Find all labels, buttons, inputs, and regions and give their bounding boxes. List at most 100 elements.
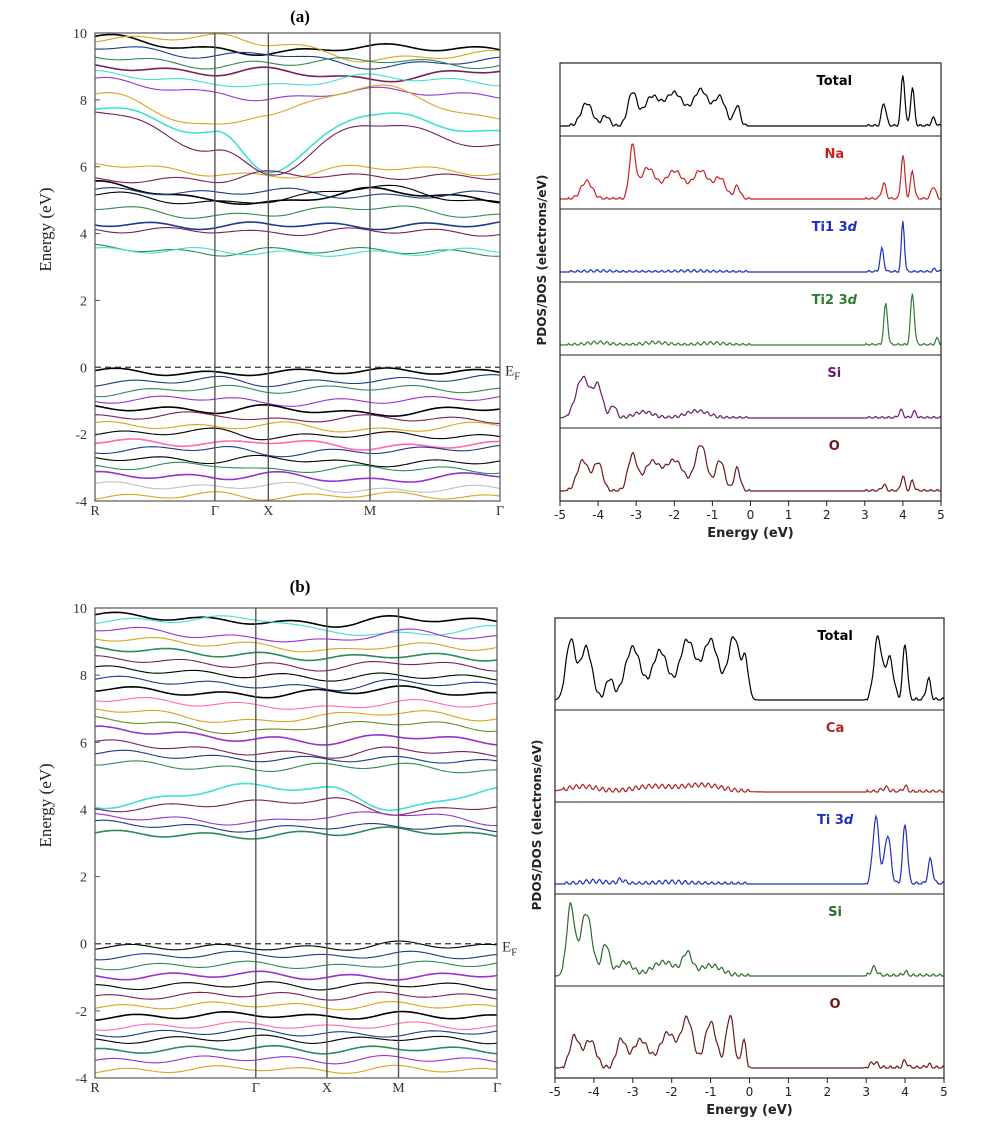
band-line	[94, 481, 501, 493]
y-tick-label: 2	[80, 294, 87, 309]
dos-curve	[560, 221, 942, 273]
band-line	[94, 107, 501, 174]
dos-curve	[554, 781, 944, 793]
y-tick-label: 0	[80, 361, 87, 376]
band-line	[94, 33, 501, 56]
plot-frame	[94, 32, 501, 502]
x-tick-label: 4	[899, 508, 907, 522]
y-tick-label: 6	[80, 736, 87, 751]
band-line	[94, 1010, 498, 1021]
series-label: Si	[828, 905, 842, 920]
band-structure-a: -4 -2 0 2 4 6 8 10 R Γ X M Γ Energy (eV) EF	[36, 27, 520, 519]
band-line	[94, 367, 501, 377]
band-line	[94, 69, 501, 88]
band-line	[94, 64, 501, 83]
band-line	[94, 749, 498, 764]
y-tick-label: -2	[75, 428, 87, 443]
band-line	[94, 111, 501, 176]
band-line	[94, 1021, 498, 1031]
x-tick-label: -4	[588, 1085, 600, 1099]
band-line	[94, 374, 501, 388]
band-line	[94, 46, 501, 70]
kpoint-label: X	[322, 1081, 332, 1096]
y-axis-label: Energy (eV)	[36, 187, 55, 271]
band-line	[94, 970, 498, 981]
series-label: Na	[824, 147, 844, 162]
band-line	[94, 162, 501, 179]
x-tick-label: -5	[554, 508, 566, 522]
x-tick-label: 1	[785, 1085, 793, 1099]
pdos-panel-a: Total Na Ti1 3d Ti2 3d Si O -5 -4 -3 -2 -1 0 1 2 3 4 5 En…	[535, 62, 945, 541]
dos-curve	[560, 293, 942, 346]
series-label: Ti 3d	[817, 813, 854, 828]
fermi-label-sub: F	[514, 370, 520, 382]
y-tick-label: -2	[75, 1005, 87, 1020]
series-label: O	[830, 997, 841, 1012]
series-label: Ti2 3d	[812, 293, 858, 308]
y-tick-label: 4	[80, 228, 87, 243]
kpoint-label: Γ	[493, 1081, 501, 1096]
panel-label-b: (b)	[290, 577, 311, 596]
band-line	[94, 811, 498, 827]
kpoint-label: R	[90, 504, 100, 519]
series-label-italic: d	[844, 813, 854, 828]
dos-y-axis-label: PDOS/DOS (electrons/eV)	[530, 740, 544, 911]
y-tick-label: -4	[75, 495, 87, 510]
band-line	[94, 615, 498, 636]
y-tick-label: 0	[80, 938, 87, 953]
band-line	[94, 420, 501, 433]
band-line	[94, 33, 501, 63]
band-line	[94, 491, 501, 501]
band-line	[94, 716, 498, 735]
band-line	[95, 411, 500, 424]
band-line	[94, 655, 498, 672]
band-line	[94, 1064, 498, 1074]
x-tick-label: 0	[746, 1085, 754, 1099]
y-tick-label: 8	[80, 669, 87, 684]
band-line	[94, 826, 498, 840]
band-line	[94, 1027, 498, 1038]
x-tick-label: 2	[823, 1085, 831, 1099]
kpoint-label: Γ	[252, 1081, 260, 1096]
kpoint-label: M	[364, 504, 377, 519]
y-tick-label: 10	[73, 27, 87, 42]
band-line	[94, 637, 498, 653]
x-tick-label: 4	[901, 1085, 909, 1099]
band-line	[94, 243, 501, 257]
x-axis-label: Energy (eV)	[706, 1103, 792, 1118]
x-tick-label: -3	[630, 508, 642, 522]
pdos-panel-b: Total Ca Ti 3d Si O -5 -4 -3 -2 -1 0 1 2 3 4 5 Energy (e…	[530, 617, 948, 1118]
series-label-italic: d	[848, 220, 858, 235]
y-tick-label: 8	[80, 94, 87, 109]
series-label: Total	[817, 74, 853, 89]
band-line	[94, 444, 501, 458]
kpoint-label: Γ	[211, 504, 219, 519]
band-line	[94, 739, 498, 759]
band-line	[94, 84, 501, 125]
band-line	[94, 645, 498, 662]
band-line	[94, 427, 501, 441]
plot-frame	[94, 607, 498, 1079]
dos-curve	[559, 375, 942, 419]
band-line	[94, 626, 498, 643]
x-tick-label: -2	[666, 1085, 678, 1099]
dos-curve	[560, 143, 941, 200]
x-tick-label: -3	[627, 1085, 639, 1099]
x-axis-label: Energy (eV)	[707, 526, 793, 541]
band-line	[94, 685, 498, 699]
fermi-label: EF	[502, 940, 517, 959]
series-label: Si	[827, 366, 841, 381]
series-label: Total	[817, 629, 853, 644]
x-tick-label: 5	[937, 508, 945, 522]
series-label: Ca	[826, 721, 844, 736]
band-line	[94, 76, 501, 102]
x-tick-label: -4	[592, 508, 604, 522]
y-tick-label: 2	[80, 871, 87, 886]
y-tick-label: 4	[80, 803, 87, 818]
band-line	[94, 696, 498, 710]
band-line	[94, 819, 498, 833]
series-label: Ti1 3d	[812, 220, 858, 235]
dos-y-axis-label: PDOS/DOS (electrons/eV)	[535, 175, 549, 346]
x-tick-label: 1	[785, 508, 793, 522]
band-line	[94, 438, 501, 451]
